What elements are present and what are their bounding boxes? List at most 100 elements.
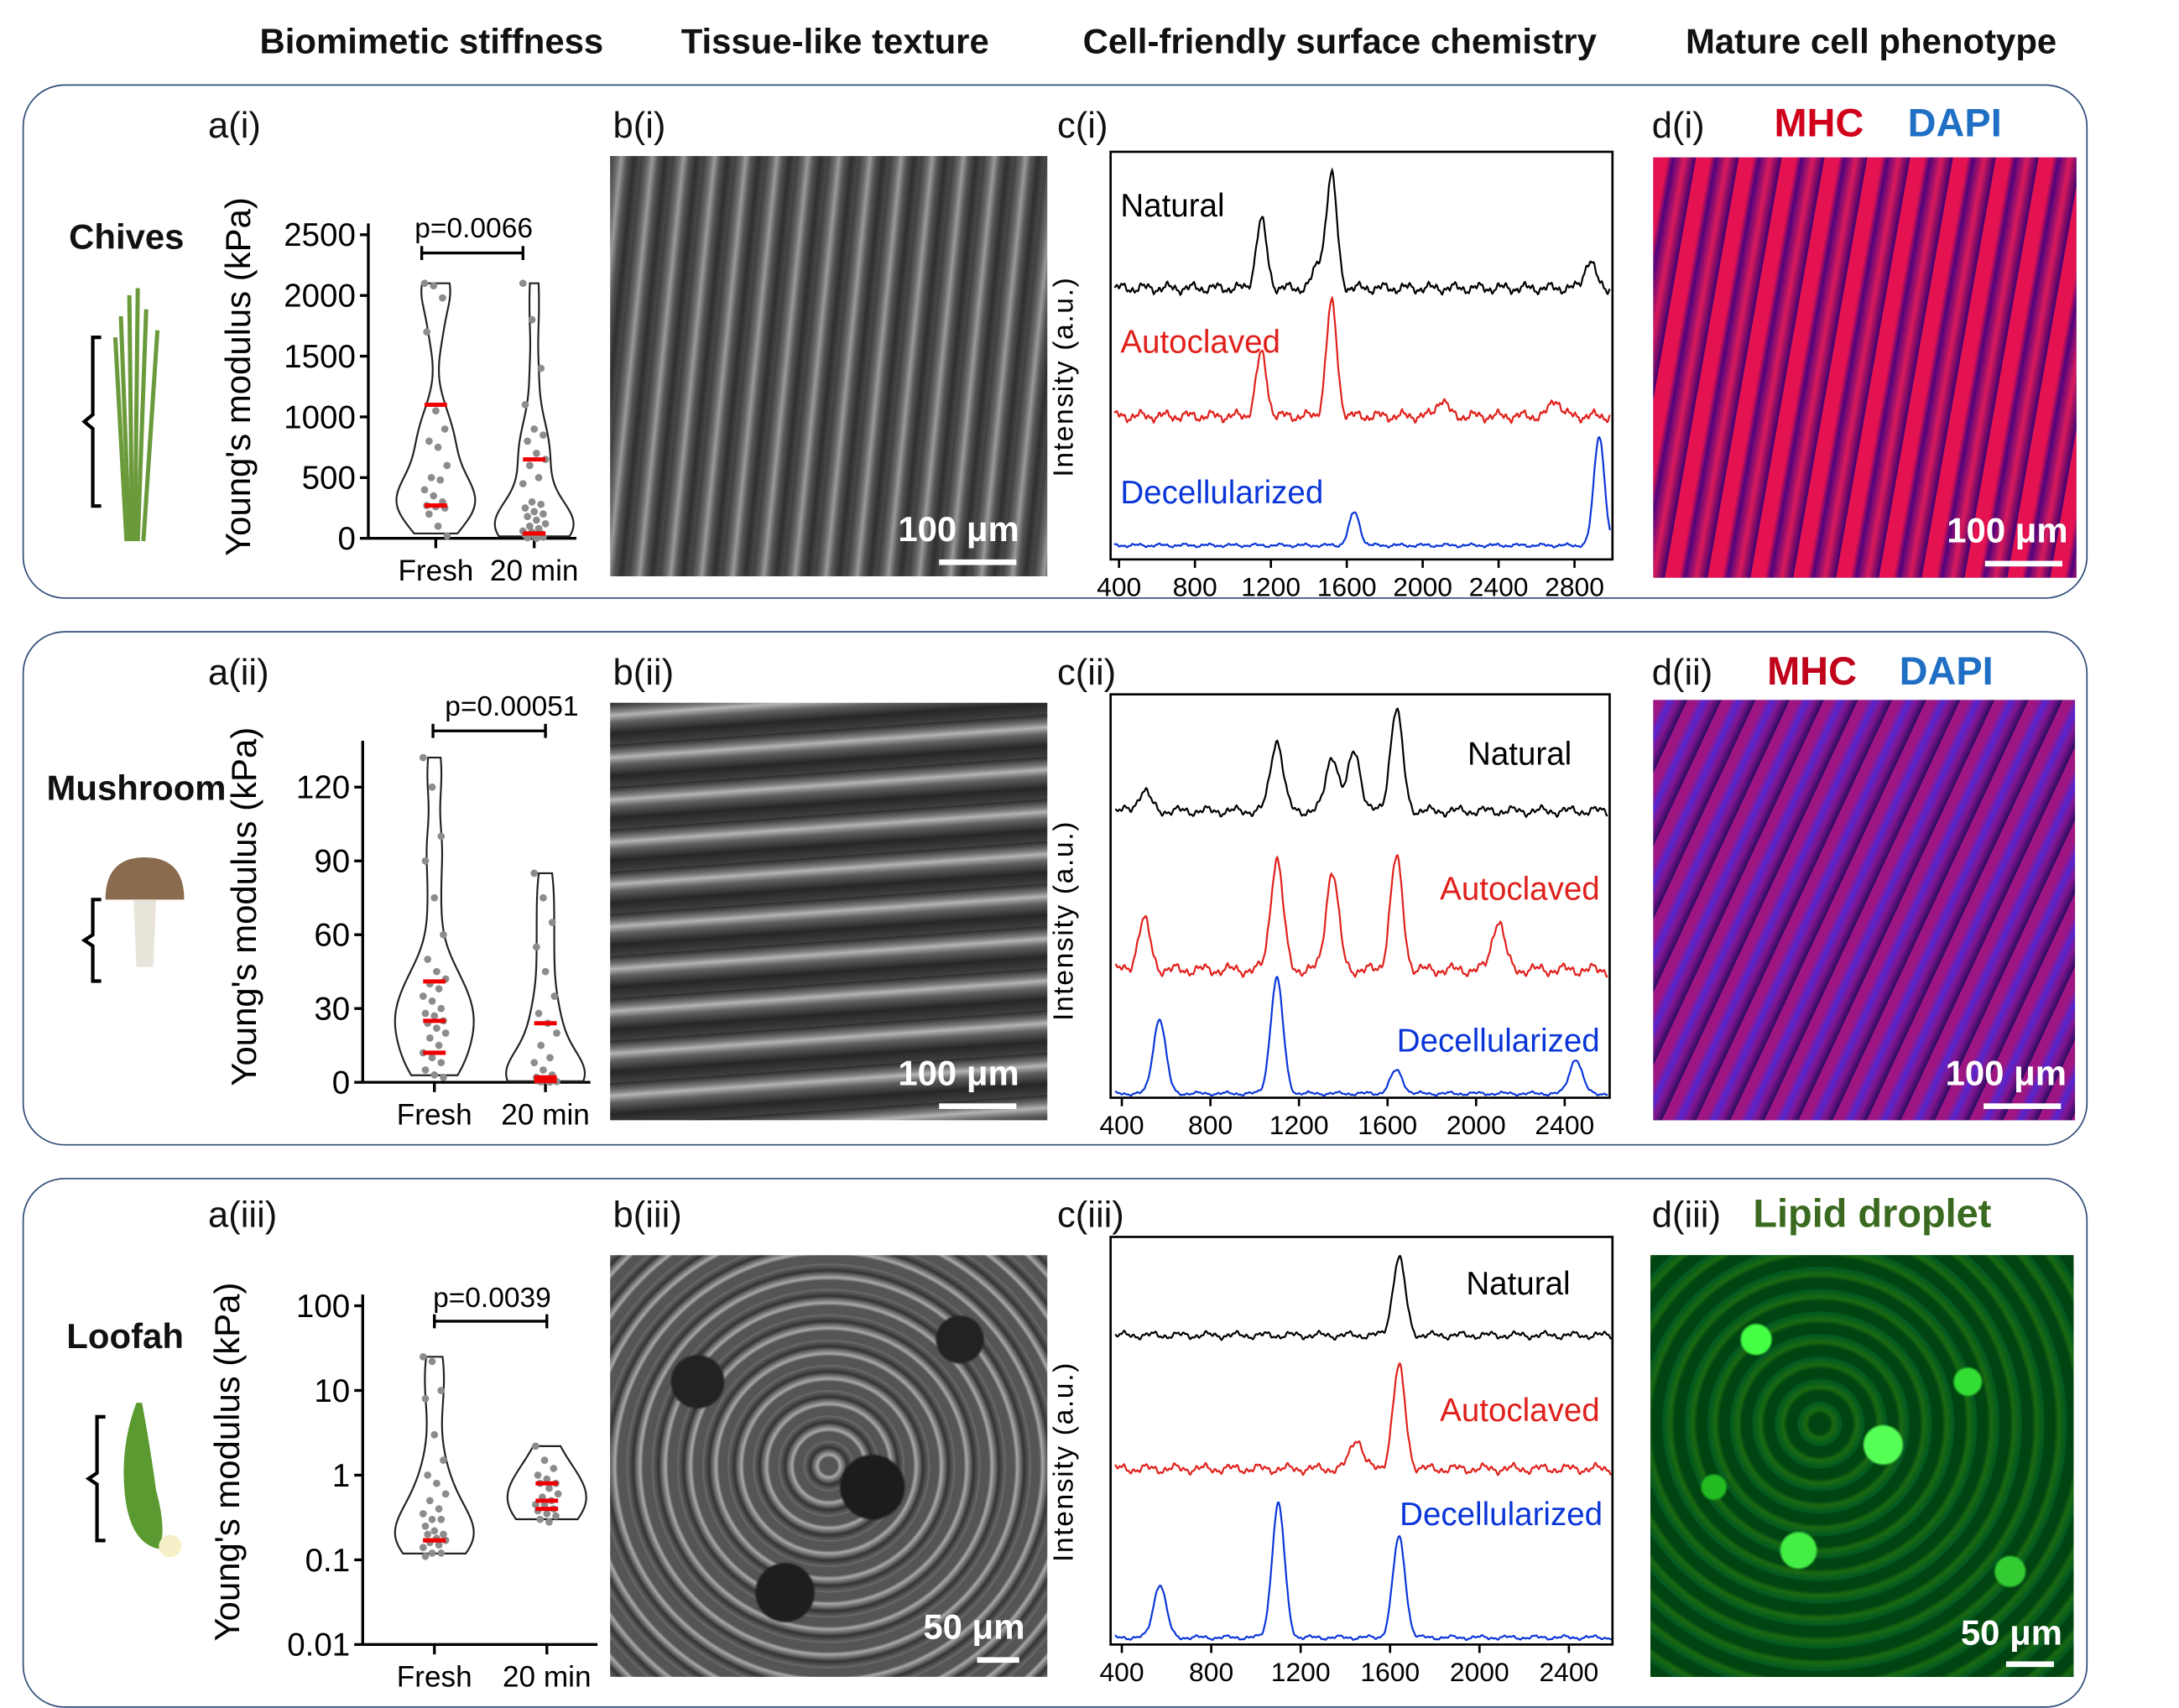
scale-bar (2005, 1661, 2054, 1668)
data-point (430, 1527, 439, 1535)
series-label: Decellularized (1120, 475, 1323, 511)
stain-label-lipid: Lipid droplet (1753, 1191, 1992, 1236)
x-tick-label: 2800 (1545, 571, 1604, 601)
spectrum-line (1113, 295, 1611, 424)
data-point (440, 425, 449, 433)
data-point (435, 1541, 443, 1549)
significance-bracket (433, 1314, 549, 1329)
data-point (534, 1009, 543, 1018)
x-tick-label: 20 min (490, 555, 579, 587)
x-tick-label: 20 min (503, 1661, 592, 1694)
data-point (533, 450, 540, 457)
panel-label-b: b(iii) (613, 1193, 682, 1236)
scale-bar-label: 100 μm (1945, 1054, 2067, 1094)
violin (505, 872, 586, 1082)
plot-frame (1109, 693, 1611, 1099)
mushroom-illustration (81, 857, 185, 983)
y-tick-label: 30 (314, 992, 350, 1028)
data-point (524, 437, 532, 445)
data-point (441, 1029, 450, 1037)
sample-name: Mushroom (46, 768, 227, 809)
panel-label-c: c(ii) (1056, 650, 1117, 694)
data-point (528, 315, 536, 324)
sample-name: Loofah (66, 1316, 184, 1357)
data-point (421, 1066, 430, 1074)
data-point (440, 930, 447, 939)
y-axis-label: Young's modulus (kPa) (218, 197, 258, 556)
data-point (519, 480, 527, 487)
x-tick-label: 1200 (1269, 1110, 1329, 1140)
data-point (427, 473, 435, 482)
panel-label-b: b(i) (613, 103, 666, 147)
data-point (532, 1442, 540, 1450)
spectrum-line (1114, 1502, 1612, 1642)
y-tick-label: 120 (296, 770, 350, 806)
data-point (430, 282, 438, 289)
data-point (433, 1479, 440, 1487)
data-point (437, 832, 446, 841)
sample-name: Chives (69, 217, 185, 258)
plot-frame (1109, 1236, 1614, 1646)
data-point (428, 783, 436, 791)
series-label: Autoclaved (1120, 325, 1280, 361)
panel-label-c: c(i) (1056, 103, 1108, 147)
data-point (423, 328, 431, 336)
y-tick-label: 0 (332, 1065, 350, 1101)
data-point (419, 1510, 427, 1518)
data-point (428, 1549, 436, 1557)
data-point (537, 500, 545, 508)
data-point (525, 522, 534, 530)
data-point (439, 294, 446, 302)
scale-bar (1984, 1103, 2062, 1109)
data-point (425, 510, 433, 518)
data-point (435, 1041, 443, 1049)
data-point (543, 1475, 551, 1483)
fluorescence-image: 100 μm (1653, 157, 2077, 578)
scale-bar (939, 1103, 1017, 1109)
spectrum-line (1114, 707, 1608, 819)
data-point (553, 1029, 560, 1037)
data-point (536, 1515, 545, 1523)
x-tick-label: Fresh (397, 1098, 472, 1131)
data-point (424, 1471, 432, 1479)
x-tick-label: 800 (1189, 1657, 1233, 1687)
spectrum-line (1114, 1362, 1612, 1476)
p-value: p=0.00051 (445, 691, 578, 722)
sem-image: 100 μm (610, 155, 1048, 576)
data-point (421, 1009, 430, 1018)
data-point (554, 1490, 562, 1498)
x-tick-label: 1600 (1317, 571, 1377, 601)
data-point (421, 1394, 430, 1403)
data-point (426, 1497, 434, 1505)
data-point (541, 519, 550, 528)
row-mushroom (22, 631, 2088, 1146)
sem-image: 50 μm (610, 1255, 1048, 1677)
data-point (440, 1456, 447, 1465)
data-point (420, 279, 429, 288)
x-tick-label: 400 (1099, 1657, 1144, 1687)
panel-label-b: b(ii) (613, 650, 675, 694)
y-tick-label: 0.01 (287, 1627, 350, 1664)
panel-label-d: d(iii) (1651, 1193, 1721, 1236)
data-point (443, 461, 451, 470)
x-tick-label: 1200 (1271, 1657, 1331, 1687)
y-tick-label: 2500 (284, 217, 356, 253)
data-point (537, 1041, 545, 1049)
data-point (430, 1430, 439, 1439)
y-tick-label: 0.1 (305, 1543, 351, 1579)
spectrum-chart-2: 400 800 1200 1600 2000 2400 Intensity (a.u.) Na… (1048, 1236, 1614, 1687)
stain-label-dapi: DAPI (1907, 101, 2002, 145)
x-tick-label: 800 (1188, 1110, 1233, 1140)
fluorescence-image: 100 μm (1653, 700, 2076, 1121)
data-point (437, 1549, 446, 1557)
brace-icon (81, 898, 102, 983)
series-label: Autoclaved (1440, 871, 1600, 907)
data-point (426, 1034, 434, 1042)
data-point (545, 1484, 553, 1492)
data-point (550, 992, 559, 1000)
scale-bar-label: 100 μm (1947, 511, 2068, 551)
data-point (524, 513, 532, 521)
data-point (533, 516, 540, 524)
data-point (437, 1515, 446, 1523)
x-tick-label: 800 (1173, 571, 1217, 601)
